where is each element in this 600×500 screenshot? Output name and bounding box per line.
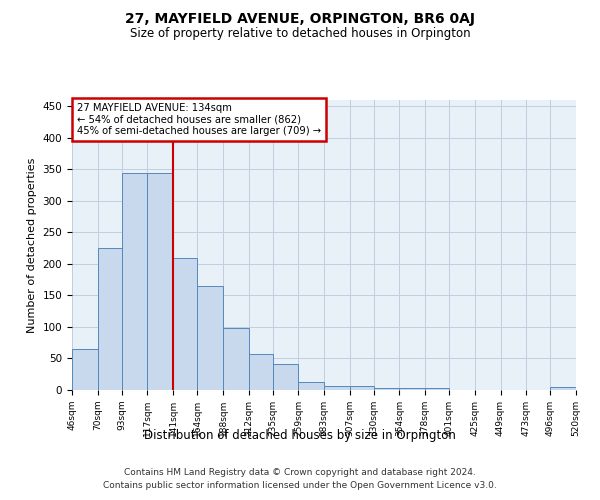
Text: Distribution of detached houses by size in Orpington: Distribution of detached houses by size …: [144, 428, 456, 442]
Text: 27 MAYFIELD AVENUE: 134sqm
← 54% of detached houses are smaller (862)
45% of sem: 27 MAYFIELD AVENUE: 134sqm ← 54% of deta…: [77, 103, 321, 136]
Bar: [374, 388, 400, 390]
Bar: [273, 364, 298, 390]
Y-axis label: Number of detached properties: Number of detached properties: [27, 158, 37, 332]
Bar: [197, 286, 223, 390]
Bar: [550, 387, 576, 390]
Bar: [324, 386, 350, 390]
Text: Contains public sector information licensed under the Open Government Licence v3: Contains public sector information licen…: [103, 480, 497, 490]
Text: 27, MAYFIELD AVENUE, ORPINGTON, BR6 0AJ: 27, MAYFIELD AVENUE, ORPINGTON, BR6 0AJ: [125, 12, 475, 26]
Bar: [173, 258, 197, 390]
Bar: [223, 328, 248, 390]
Bar: [248, 354, 273, 390]
Bar: [298, 382, 324, 390]
Bar: [148, 172, 173, 390]
Text: Contains HM Land Registry data © Crown copyright and database right 2024.: Contains HM Land Registry data © Crown c…: [124, 468, 476, 477]
Text: Size of property relative to detached houses in Orpington: Size of property relative to detached ho…: [130, 28, 470, 40]
Bar: [72, 349, 98, 390]
Bar: [98, 248, 122, 390]
Bar: [400, 388, 425, 390]
Bar: [122, 172, 148, 390]
Bar: [425, 388, 449, 390]
Bar: [350, 386, 374, 390]
